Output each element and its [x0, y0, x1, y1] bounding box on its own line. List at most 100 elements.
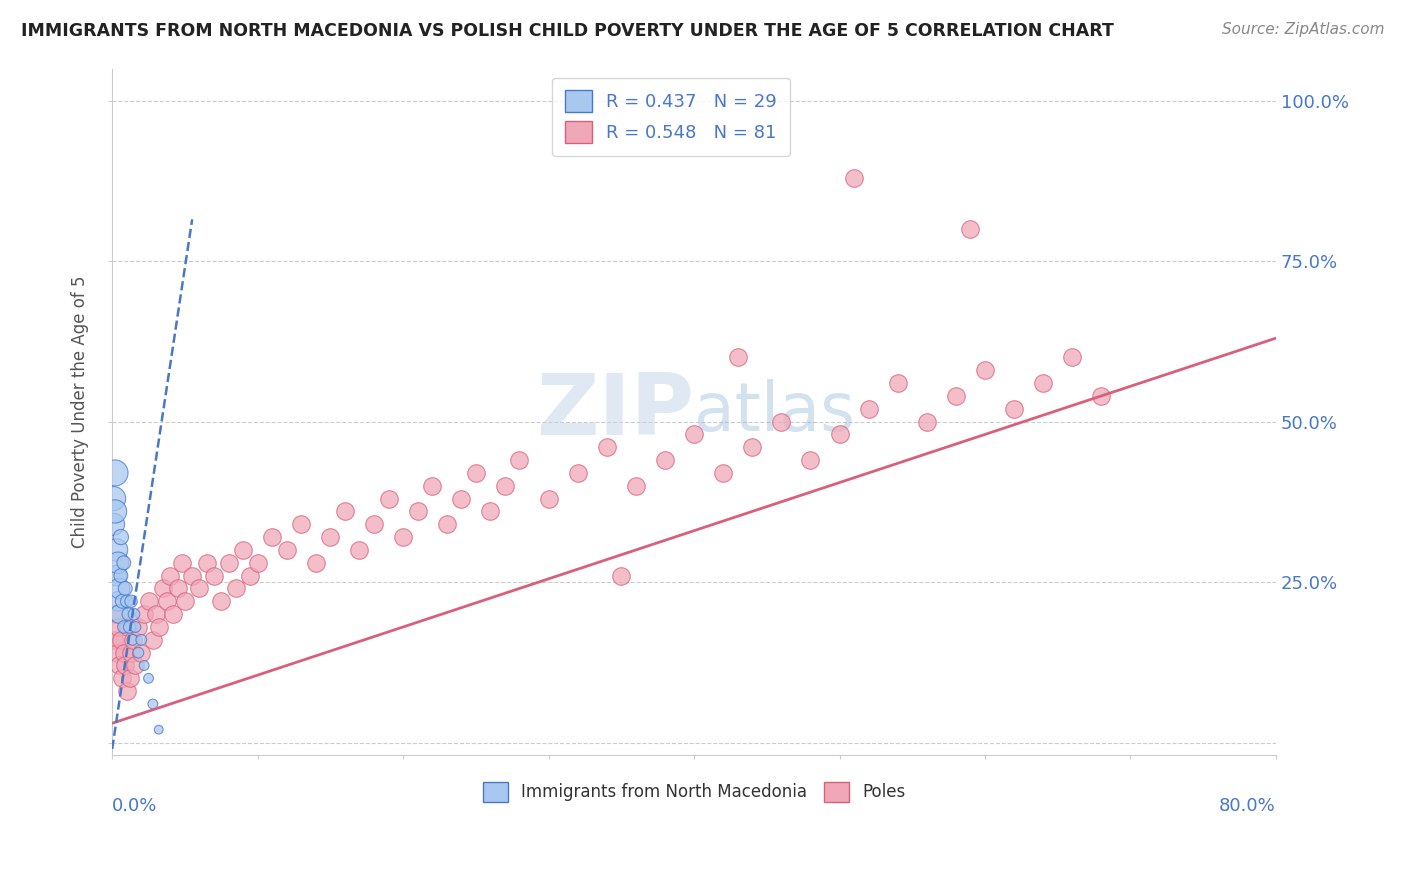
Point — [363, 517, 385, 532]
Point — [112, 620, 135, 634]
Point — [915, 415, 938, 429]
Point — [333, 504, 356, 518]
Point — [162, 607, 184, 621]
Point — [104, 504, 127, 518]
Point — [103, 632, 125, 647]
Point — [115, 684, 138, 698]
Point — [105, 568, 128, 582]
Point — [152, 582, 174, 596]
Point — [121, 632, 143, 647]
Point — [276, 543, 298, 558]
Point — [420, 479, 443, 493]
Point — [239, 568, 262, 582]
Point — [142, 632, 165, 647]
Point — [174, 594, 197, 608]
Point — [121, 632, 143, 647]
Text: atlas: atlas — [695, 379, 855, 445]
Point — [112, 646, 135, 660]
Point — [108, 658, 131, 673]
Point — [202, 568, 225, 582]
Point — [537, 491, 560, 506]
Point — [464, 466, 486, 480]
Point — [103, 491, 125, 506]
Point — [683, 427, 706, 442]
Point — [711, 466, 734, 480]
Point — [166, 582, 188, 596]
Point — [148, 723, 170, 737]
Point — [262, 530, 284, 544]
Point — [138, 594, 160, 608]
Point — [225, 582, 247, 596]
Point — [181, 568, 204, 582]
Point — [508, 453, 530, 467]
Point — [567, 466, 589, 480]
Point — [104, 466, 127, 480]
Point — [596, 440, 619, 454]
Point — [107, 594, 129, 608]
Point — [232, 543, 254, 558]
Point — [114, 582, 136, 596]
Text: ZIP: ZIP — [536, 370, 695, 453]
Point — [108, 607, 131, 621]
Point — [110, 568, 132, 582]
Point — [392, 530, 415, 544]
Point — [117, 607, 139, 621]
Point — [479, 504, 502, 518]
Point — [1032, 376, 1054, 390]
Point — [127, 620, 149, 634]
Point — [124, 620, 146, 634]
Point — [246, 556, 269, 570]
Point — [124, 658, 146, 673]
Point — [118, 671, 141, 685]
Point — [188, 582, 211, 596]
Point — [195, 556, 218, 570]
Point — [111, 671, 134, 685]
Point — [105, 543, 128, 558]
Legend: Immigrants from North Macedonia, Poles: Immigrants from North Macedonia, Poles — [477, 775, 912, 809]
Point — [945, 389, 967, 403]
Point — [112, 556, 135, 570]
Point — [170, 556, 193, 570]
Point — [127, 646, 149, 660]
Point — [145, 607, 167, 621]
Point — [134, 607, 156, 621]
Text: Source: ZipAtlas.com: Source: ZipAtlas.com — [1222, 22, 1385, 37]
Point — [319, 530, 342, 544]
Point — [1002, 401, 1025, 416]
Point — [103, 517, 125, 532]
Point — [858, 401, 880, 416]
Y-axis label: Child Poverty Under the Age of 5: Child Poverty Under the Age of 5 — [72, 276, 89, 549]
Point — [138, 671, 160, 685]
Point — [108, 582, 131, 596]
Point — [799, 453, 821, 467]
Point — [974, 363, 997, 377]
Point — [110, 530, 132, 544]
Point — [118, 620, 141, 634]
Point — [148, 620, 170, 634]
Point — [117, 620, 139, 634]
Point — [1062, 351, 1084, 365]
Point — [842, 170, 865, 185]
Point — [129, 632, 152, 647]
Point — [107, 620, 129, 634]
Point — [624, 479, 647, 493]
Point — [142, 697, 165, 711]
Text: IMMIGRANTS FROM NORTH MACEDONIA VS POLISH CHILD POVERTY UNDER THE AGE OF 5 CORRE: IMMIGRANTS FROM NORTH MACEDONIA VS POLIS… — [21, 22, 1114, 40]
Point — [654, 453, 676, 467]
Point — [828, 427, 851, 442]
Point — [107, 556, 129, 570]
Point — [115, 594, 138, 608]
Text: 0.0%: 0.0% — [112, 797, 157, 814]
Point — [377, 491, 399, 506]
Point — [494, 479, 516, 493]
Point — [104, 607, 127, 621]
Point — [290, 517, 312, 532]
Point — [111, 594, 134, 608]
Point — [159, 568, 181, 582]
Text: 80.0%: 80.0% — [1219, 797, 1277, 814]
Point — [741, 440, 763, 454]
Point — [134, 658, 156, 673]
Point — [610, 568, 633, 582]
Point — [436, 517, 458, 532]
Point — [406, 504, 429, 518]
